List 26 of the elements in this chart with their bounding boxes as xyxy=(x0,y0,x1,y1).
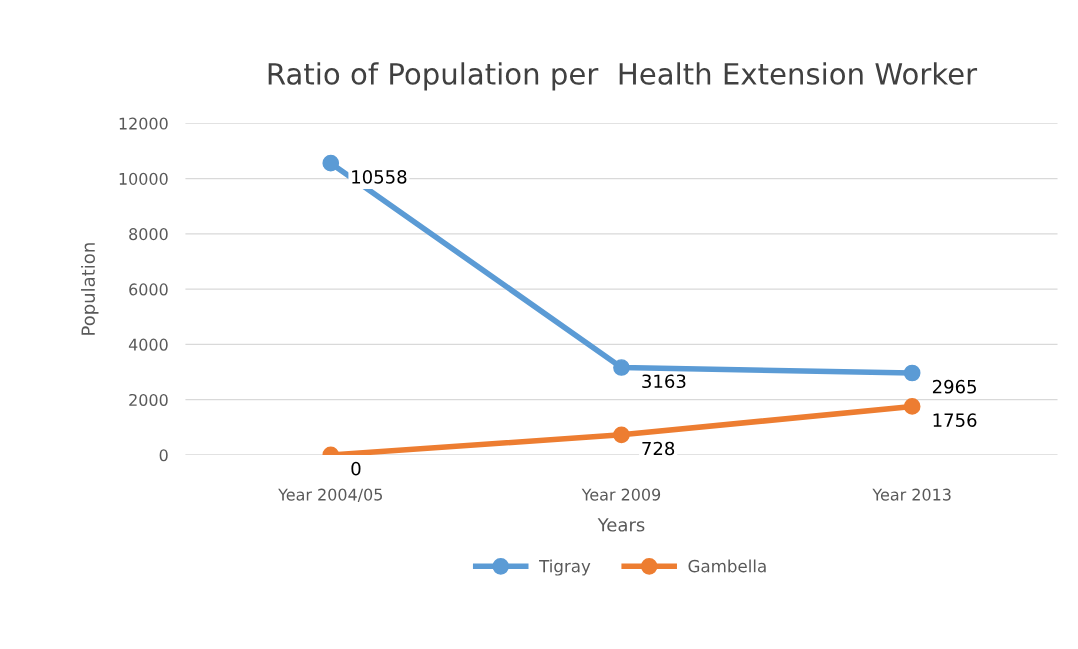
y-tick-label: 0 xyxy=(159,449,168,462)
data-label: 10558 xyxy=(352,170,407,184)
chart-title: Ratio of Population per Health Extension Worker xyxy=(268,62,978,91)
data-label: 1756 xyxy=(933,413,977,427)
point xyxy=(613,359,630,376)
legend-label: Tigray xyxy=(539,559,591,576)
y-axis-title: Population xyxy=(81,243,99,335)
y-tick-label: 10000 xyxy=(119,172,168,185)
x-tick-label: Year 2004/05 xyxy=(278,488,382,502)
y-tick-label: 12000 xyxy=(119,117,168,130)
y-tick-label: 4000 xyxy=(128,338,168,351)
data-label: 2965 xyxy=(932,379,976,394)
point xyxy=(903,398,921,415)
data-label: 3163 xyxy=(642,374,686,389)
data-label: 728 xyxy=(642,441,675,456)
legend-label: Gambella xyxy=(688,559,766,573)
point xyxy=(903,364,921,382)
x-axis-title: Years xyxy=(597,518,645,532)
y-tick-label: 6000 xyxy=(129,283,168,296)
data-label: 0 xyxy=(351,461,361,476)
y-tick-label: 2000 xyxy=(129,393,168,406)
x-tick-label: Year 2013 xyxy=(872,488,951,501)
x-tick-label: Year 2009 xyxy=(581,488,661,501)
point xyxy=(322,154,340,172)
y-tick-label: 8000 xyxy=(129,228,168,241)
point xyxy=(613,426,630,444)
